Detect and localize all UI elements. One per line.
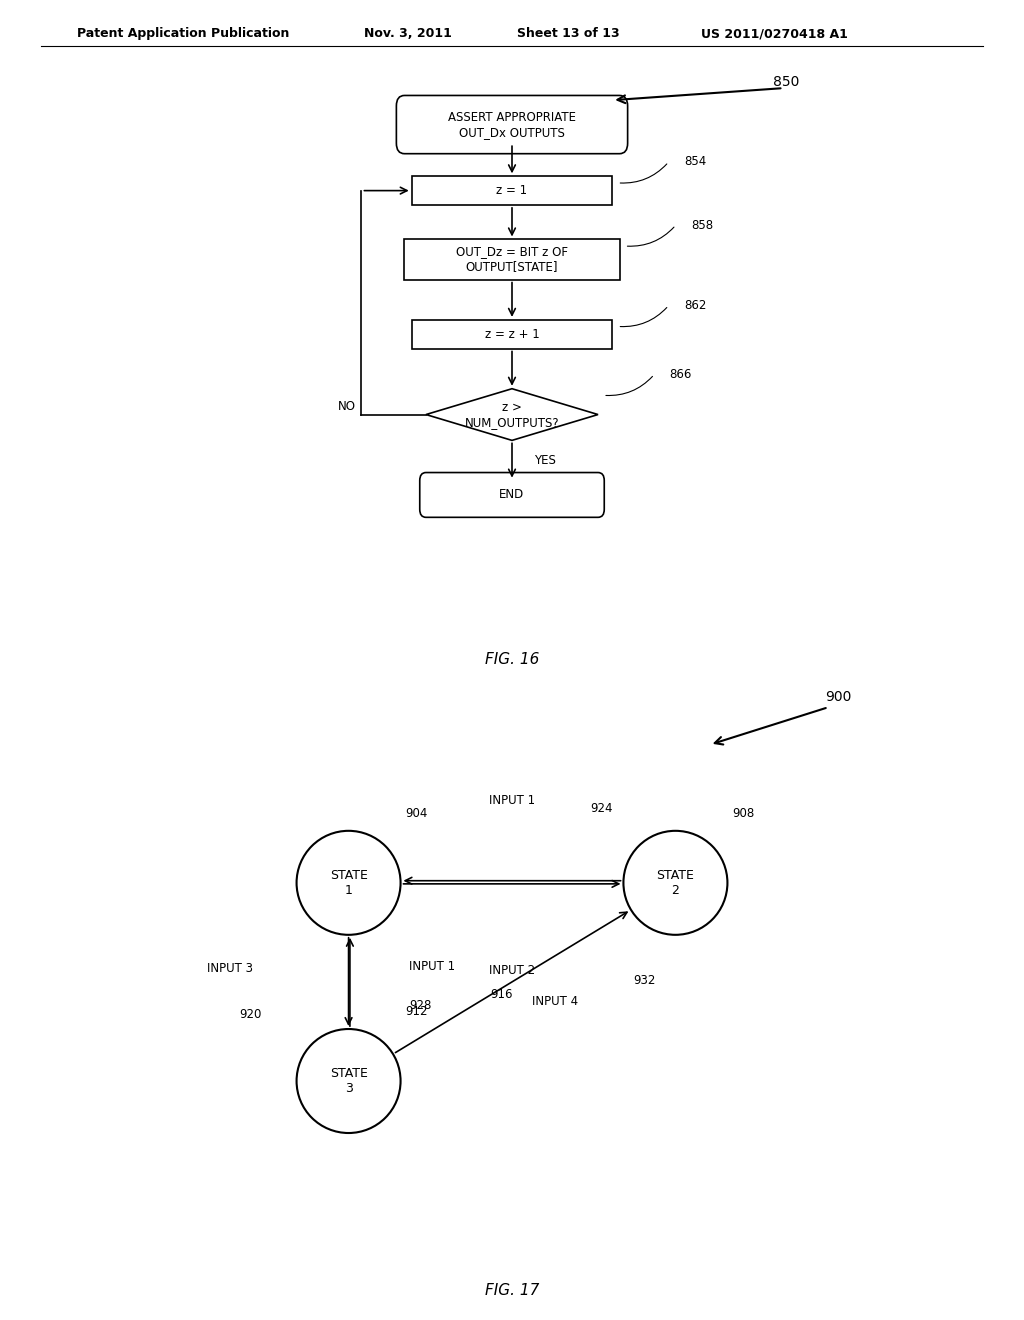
- Text: 908: 908: [732, 808, 755, 820]
- Text: 858: 858: [691, 219, 714, 231]
- FancyBboxPatch shape: [420, 473, 604, 517]
- FancyBboxPatch shape: [396, 95, 628, 153]
- Polygon shape: [426, 388, 598, 441]
- Text: 916: 916: [490, 987, 513, 1001]
- Bar: [412, 319, 612, 348]
- Bar: [412, 177, 612, 205]
- Text: 904: 904: [406, 808, 428, 820]
- Text: 854: 854: [684, 156, 707, 169]
- Text: ASSERT APPROPRIATE
OUT_Dx OUTPUTS: ASSERT APPROPRIATE OUT_Dx OUTPUTS: [449, 111, 575, 139]
- Text: 932: 932: [634, 974, 656, 987]
- Text: INPUT 1: INPUT 1: [488, 795, 536, 807]
- Text: STATE
3: STATE 3: [330, 1067, 368, 1096]
- Ellipse shape: [297, 830, 400, 935]
- Bar: [404, 239, 620, 280]
- Text: STATE
1: STATE 1: [330, 869, 368, 896]
- Text: INPUT 4: INPUT 4: [532, 995, 579, 1008]
- Text: Patent Application Publication: Patent Application Publication: [77, 28, 289, 40]
- Text: z = 1: z = 1: [497, 183, 527, 197]
- Text: 920: 920: [240, 1008, 262, 1022]
- Text: FIG. 16: FIG. 16: [484, 652, 540, 668]
- Text: NO: NO: [338, 400, 356, 413]
- Text: END: END: [500, 488, 524, 502]
- Text: 862: 862: [684, 298, 707, 312]
- Text: INPUT 1: INPUT 1: [409, 960, 455, 973]
- Text: 924: 924: [591, 803, 613, 814]
- Text: 866: 866: [670, 368, 692, 381]
- Text: Sheet 13 of 13: Sheet 13 of 13: [517, 28, 620, 40]
- Ellipse shape: [297, 1030, 400, 1133]
- Text: 928: 928: [409, 999, 431, 1012]
- Text: z >
NUM_OUTPUTS?: z > NUM_OUTPUTS?: [465, 400, 559, 429]
- Text: INPUT 3: INPUT 3: [207, 962, 253, 975]
- Text: US 2011/0270418 A1: US 2011/0270418 A1: [701, 28, 848, 40]
- Text: INPUT 2: INPUT 2: [488, 964, 536, 977]
- Text: z = z + 1: z = z + 1: [484, 327, 540, 341]
- Text: STATE
2: STATE 2: [656, 869, 694, 896]
- Text: YES: YES: [535, 454, 556, 467]
- Text: OUT_Dz = BIT z OF
OUTPUT[STATE]: OUT_Dz = BIT z OF OUTPUT[STATE]: [456, 246, 568, 273]
- Ellipse shape: [624, 830, 727, 935]
- Text: 850: 850: [773, 74, 800, 88]
- Text: 912: 912: [406, 1006, 428, 1019]
- Text: 900: 900: [825, 689, 852, 704]
- Text: FIG. 17: FIG. 17: [484, 1283, 540, 1299]
- Text: Nov. 3, 2011: Nov. 3, 2011: [364, 28, 452, 40]
